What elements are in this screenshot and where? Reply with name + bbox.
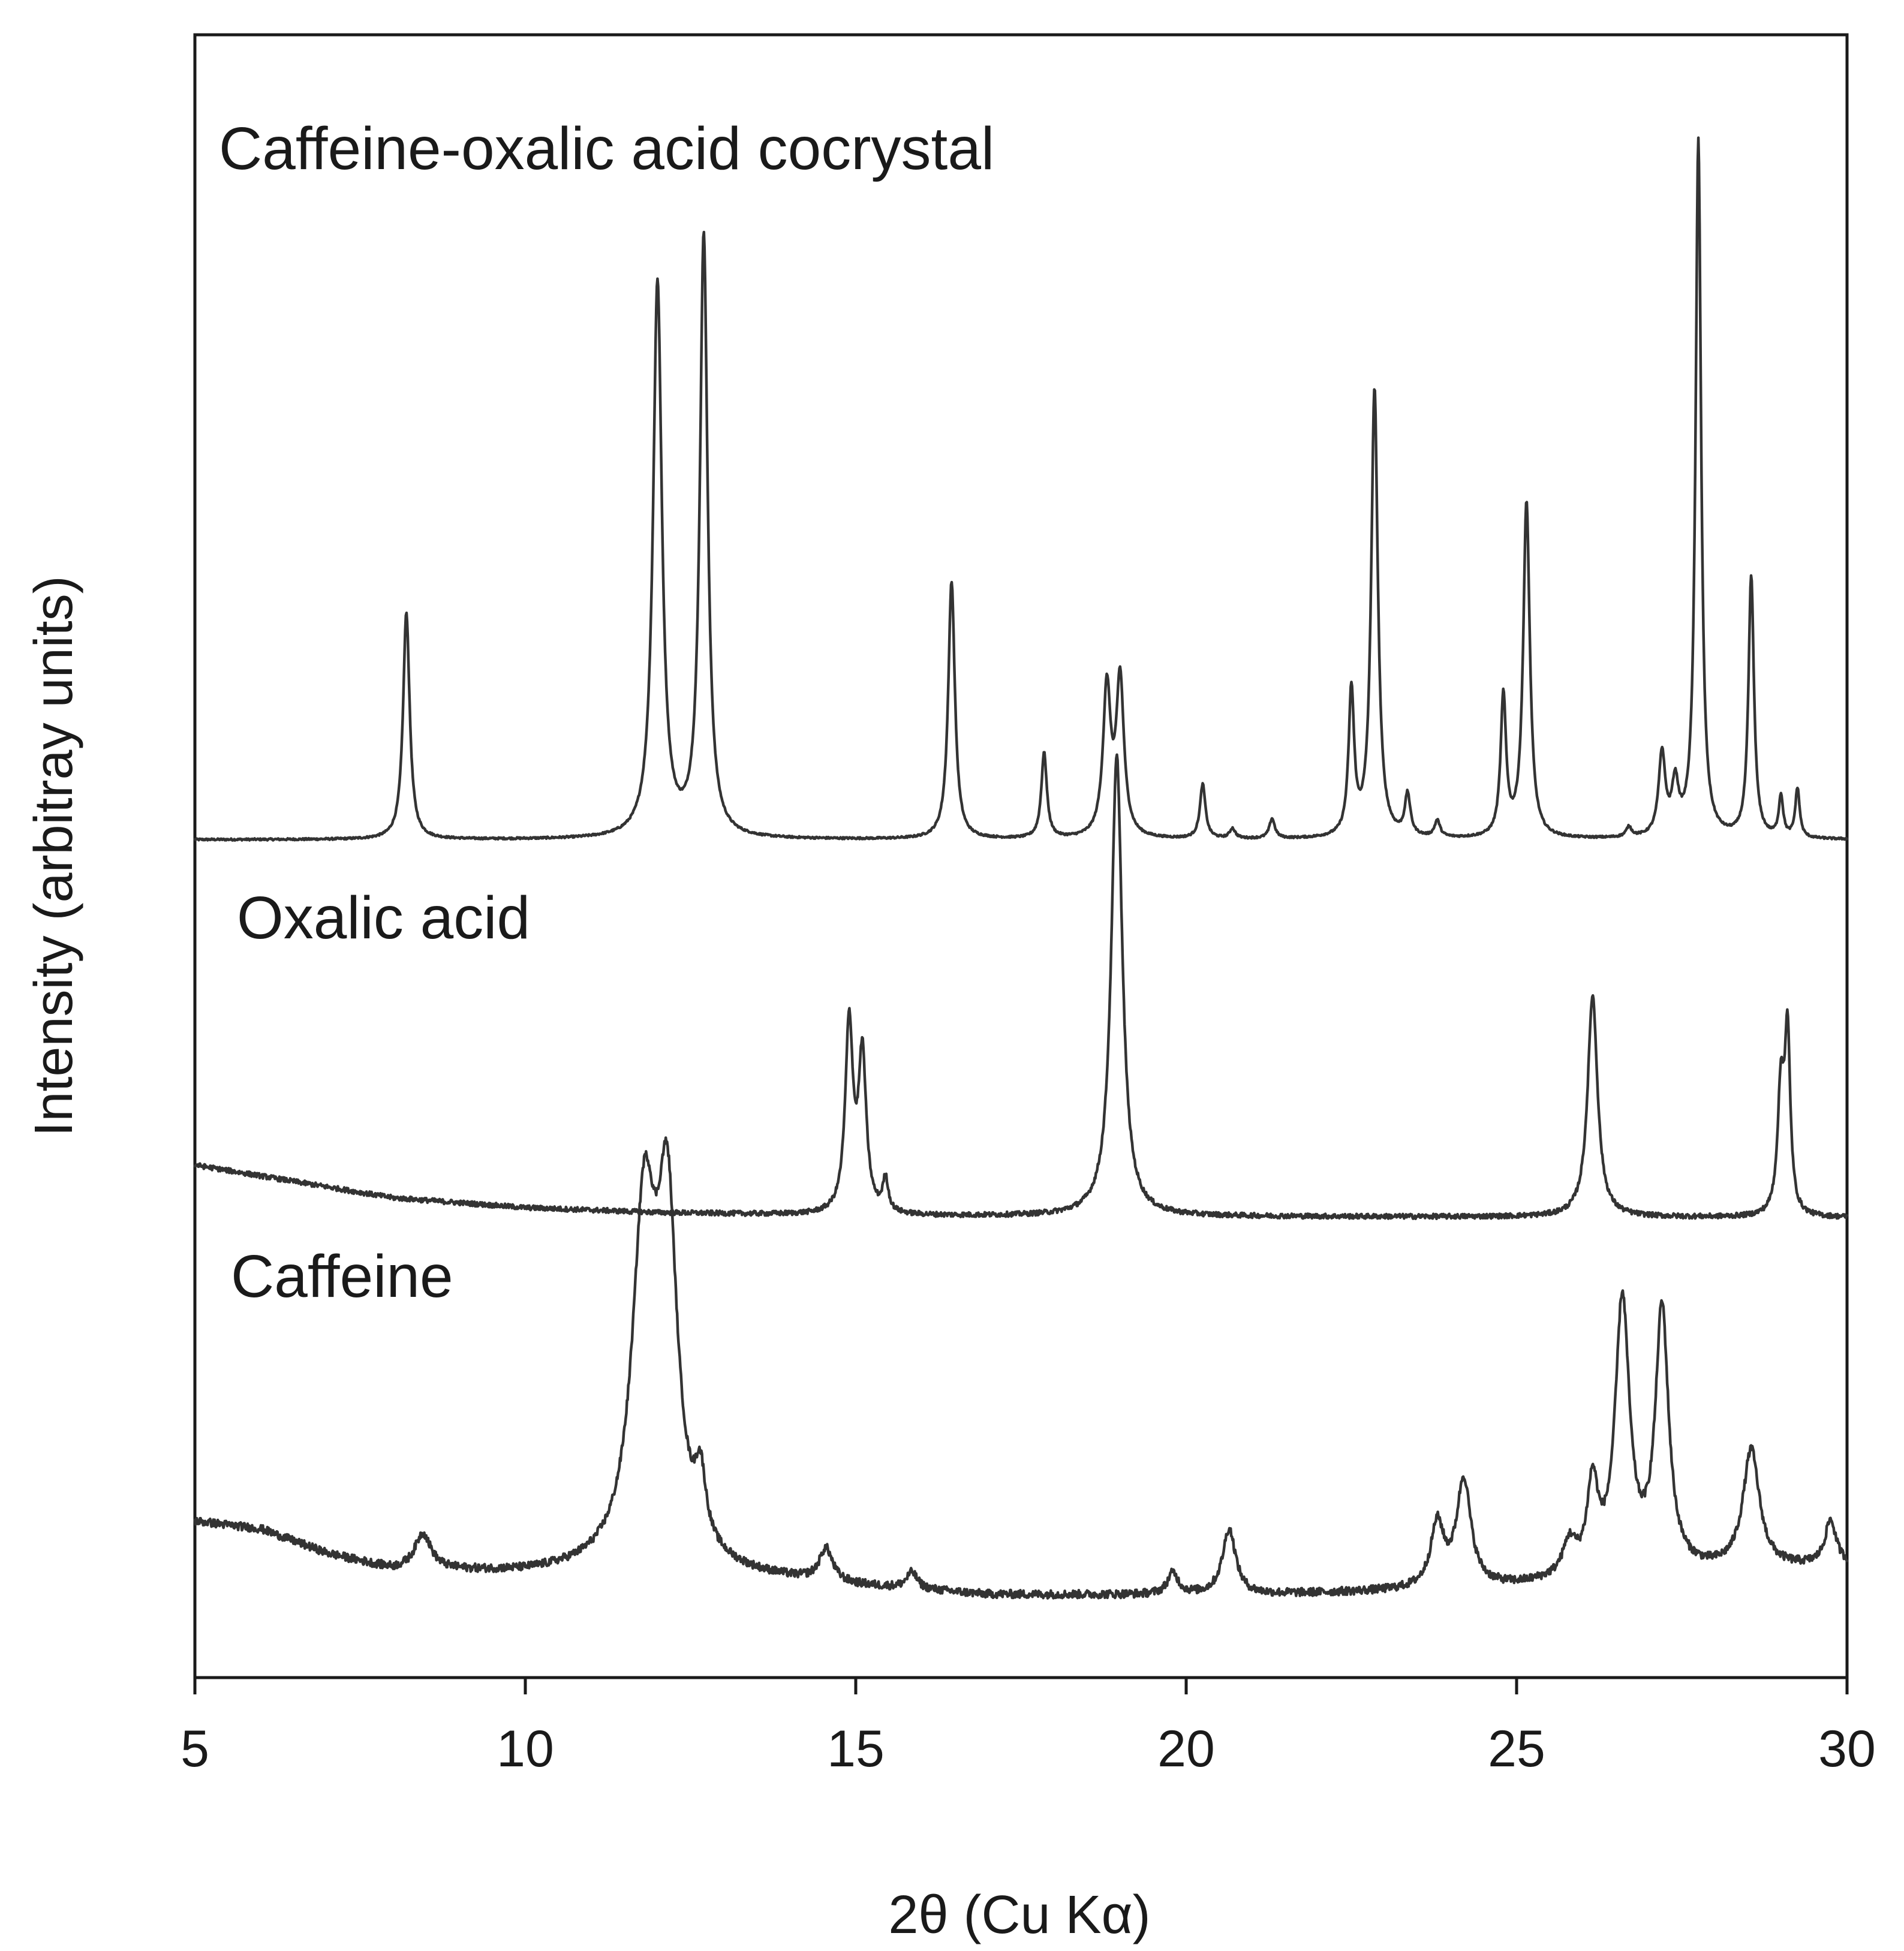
series-label-oxalic-acid: Oxalic acid [237, 884, 530, 952]
series-line-cocrystal [193, 136, 1849, 842]
x-tick-label: 10 [497, 1720, 554, 1778]
x-tick-label: 25 [1488, 1720, 1545, 1778]
series-group [193, 136, 1849, 1600]
series-label-cocrystal: Caffeine-oxalic acid cocrystal [219, 115, 994, 182]
x-tick-label: 15 [827, 1720, 885, 1778]
series-line-oxalic-acid [193, 753, 1849, 1221]
x-axis-ticks: 5 10 15 20 25 30 [181, 1678, 1876, 1778]
plot-frame [193, 33, 1849, 1679]
series-labels: Caffeine-oxalic acid cocrystal Oxalic ac… [219, 115, 994, 1310]
x-tick-label: 30 [1818, 1720, 1876, 1778]
series-line-caffeine [193, 1136, 1849, 1600]
x-axis-label: 2θ (Cu Kα) [888, 1885, 1150, 1945]
series-label-caffeine: Caffeine [231, 1243, 453, 1310]
x-tick-label: 5 [181, 1720, 209, 1778]
y-axis-label: Intensity (arbitray units) [24, 576, 84, 1136]
x-tick-label: 20 [1157, 1720, 1215, 1778]
